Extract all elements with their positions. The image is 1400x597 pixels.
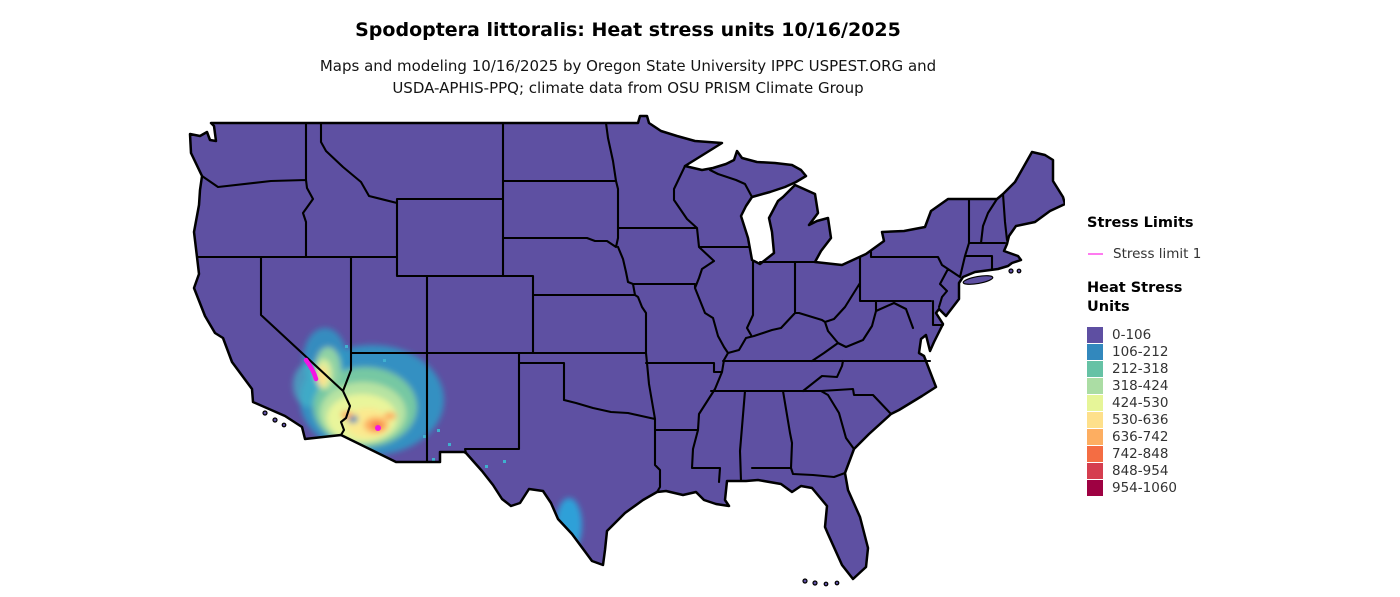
legend-bin-label: 530-636 [1112,411,1169,428]
channel-islands [262,410,268,416]
us-heat-stress-map [185,113,1067,593]
stress-limits-heading: Stress Limits [1087,215,1194,231]
legend-bin-swatch [1087,445,1103,462]
legend-bin-row: 212-318 [1087,360,1327,377]
heat-stress-bins: 0-106 106-212 212-318 318-424 424-530 53… [1087,326,1327,496]
legend-bin-label: 318-424 [1112,377,1169,394]
legend-bin-label: 636-742 [1112,428,1169,445]
heat-stress-heading-line-2: Units [1087,299,1130,315]
legend-bin-swatch [1087,394,1103,411]
legend-bin-label: 848-954 [1112,462,1169,479]
legend-bin-row: 0-106 [1087,326,1327,343]
legend-bin-label: 212-318 [1112,360,1169,377]
legend-bin-label: 0-106 [1112,326,1152,343]
legend-bin-row: 636-742 [1087,428,1327,445]
stress-limit-marks [303,357,381,431]
stress-limit-line-swatch [1088,253,1103,255]
legend-bin-label: 742-848 [1112,445,1169,462]
legend-bin-row: 424-530 [1087,394,1327,411]
legend-bin-swatch [1087,462,1103,479]
legend-bin-label: 106-212 [1112,343,1169,360]
phoenix-stress-point [375,425,381,431]
long-island [962,275,994,285]
legend-bin-row: 106-212 [1087,343,1327,360]
legend-bin-swatch [1087,343,1103,360]
heat-stress-heading-line-1: Heat Stress [1087,280,1183,296]
legend-bin-swatch [1087,360,1103,377]
legend: Stress Limits Stress limit 1 Heat Stress… [1087,214,1327,496]
subtitle-line-2: USDA-APHIS-PPQ; climate data from OSU PR… [392,79,864,97]
legend-bin-label: 424-530 [1112,394,1169,411]
legend-bin-swatch [1087,479,1103,496]
state-borders [195,121,1009,494]
legend-bin-swatch [1087,326,1103,343]
us-map-svg [188,114,1067,587]
legend-bin-row: 954-1060 [1087,479,1327,496]
page-title: Spodoptera littoralis: Heat stress units… [355,19,901,41]
legend-bin-swatch [1087,377,1103,394]
subtitle-line-1: Maps and modeling 10/16/2025 by Oregon S… [319,57,937,75]
legend-bin-row: 530-636 [1087,411,1327,428]
florida-keys [802,578,808,584]
legend-bin-row: 848-954 [1087,462,1327,479]
heat-stress-heading: Heat Stress Units [1087,279,1327,317]
stress-limit-entry: Stress limit 1 [1088,246,1327,262]
legend-bin-row: 742-848 [1087,445,1327,462]
legend-bin-swatch [1087,411,1103,428]
death-valley-stress-streak [303,357,319,382]
legend-bin-swatch [1087,428,1103,445]
coastal-islands [262,268,1022,587]
legend-bin-label: 954-1060 [1112,479,1177,496]
page-subtitle: Maps and modeling 10/16/2025 by Oregon S… [0,55,1256,99]
stress-limit-label: Stress limit 1 [1113,246,1202,262]
legend-bin-row: 318-424 [1087,377,1327,394]
